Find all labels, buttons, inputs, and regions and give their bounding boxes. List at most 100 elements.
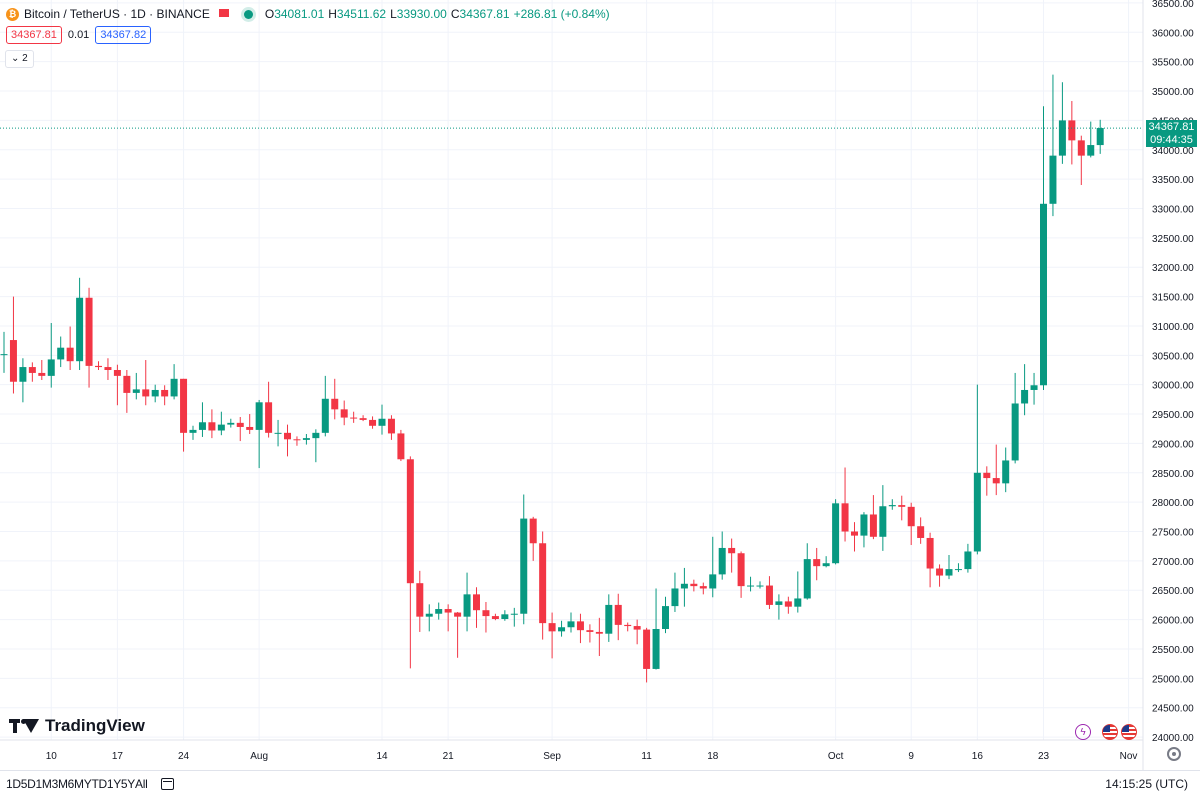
time-tick-label: Oct	[828, 751, 844, 762]
candle-body	[47, 359, 55, 376]
candle	[387, 415, 395, 440]
flash-icon[interactable]: ϟ	[1075, 724, 1091, 740]
candle-body	[104, 367, 112, 370]
candle-body	[548, 623, 556, 632]
price-tick-label: 36500.00	[1152, 0, 1194, 10]
range-button[interactable]: YTD	[83, 777, 107, 791]
candle-body	[208, 422, 216, 431]
range-button[interactable]: 5Y	[120, 777, 135, 791]
candle-body	[406, 459, 414, 584]
candle-body	[614, 604, 622, 625]
calendar-icon[interactable]	[161, 778, 175, 790]
gear-icon[interactable]	[1167, 747, 1181, 761]
candle	[359, 415, 367, 422]
range-button[interactable]: 1D	[6, 777, 21, 791]
candle-body	[756, 585, 764, 587]
candle-body	[0, 354, 8, 356]
price-tick-label: 33000.00	[1152, 204, 1194, 215]
candle-body	[95, 365, 102, 368]
candle-body	[387, 418, 395, 434]
range-button[interactable]: 1M	[35, 777, 52, 791]
open-value: 34081.01	[274, 7, 325, 21]
range-button[interactable]: 1Y	[106, 777, 121, 791]
candle	[151, 384, 159, 403]
symbol-legend[interactable]: ₿ Bitcoin / TetherUS · 1D · BINANCE O 340…	[6, 5, 610, 23]
candle	[539, 531, 547, 640]
candle	[189, 425, 197, 440]
candle-body	[643, 629, 651, 669]
candle	[66, 326, 74, 370]
candle-body	[605, 604, 613, 634]
flag-icon[interactable]	[218, 8, 229, 20]
us-flag-icon[interactable]	[1121, 724, 1137, 740]
symbol-title[interactable]: Bitcoin / TetherUS · 1D · BINANCE	[24, 7, 210, 21]
candle-body	[491, 616, 499, 620]
candle	[473, 587, 480, 628]
candle	[340, 400, 348, 426]
buy-button[interactable]: 34367.82	[95, 26, 152, 44]
candle-body	[662, 606, 669, 629]
price-axis[interactable]: 36500.0036000.0035500.0035000.0034500.00…	[1152, 0, 1194, 744]
range-button[interactable]: All	[135, 777, 148, 791]
candle-body	[898, 505, 906, 507]
range-button[interactable]: 3M	[51, 777, 68, 791]
candle	[860, 512, 868, 548]
change-value: +286.81 (+0.84%)	[513, 7, 610, 21]
last-price-value: 34367.81	[1148, 121, 1195, 133]
time-tick-label: Aug	[250, 751, 268, 762]
tradingview-logo[interactable]: TradingView	[9, 716, 145, 736]
candle-body	[255, 402, 263, 430]
candle	[19, 358, 27, 403]
candle	[406, 456, 414, 669]
candle	[312, 429, 320, 463]
tradingview-wordmark: TradingView	[45, 716, 145, 735]
candle-body	[1002, 460, 1010, 484]
candle	[728, 538, 736, 573]
candle-body	[170, 378, 178, 397]
candle-body	[860, 514, 868, 536]
time-tick-label: Nov	[1120, 751, 1138, 762]
candle-body	[132, 389, 140, 393]
sell-button[interactable]: 34367.81	[6, 26, 62, 44]
bottom-toolbar: 1D 5D 1M 3M 6M YTD 1Y 5Y All 14:15:25 (U…	[0, 770, 1200, 797]
candle	[208, 409, 216, 439]
candle-body	[350, 417, 358, 419]
candle	[964, 543, 972, 573]
candle-body	[274, 432, 282, 434]
range-buttons: 1D 5D 1M 3M 6M YTD 1Y 5Y All	[6, 777, 148, 791]
candle	[302, 434, 310, 445]
candle	[482, 601, 490, 633]
us-flag-icon[interactable]	[1102, 724, 1118, 740]
range-button[interactable]: 6M	[67, 777, 84, 791]
candle	[142, 360, 150, 406]
chevron-down-icon: ⌄	[11, 53, 20, 64]
candle-body	[1068, 120, 1076, 141]
candle	[936, 564, 944, 587]
price-tick-label: 35500.00	[1152, 58, 1194, 69]
candle-body	[38, 372, 46, 376]
candle	[765, 576, 773, 610]
candle	[709, 536, 717, 598]
candle-body	[284, 432, 291, 440]
time-tick-label: 17	[112, 751, 124, 762]
candle	[1002, 447, 1010, 493]
candle	[9, 296, 17, 394]
candle	[104, 358, 112, 380]
candle	[198, 402, 206, 437]
candle-body	[917, 526, 925, 538]
utc-clock[interactable]: 14:15:25 (UTC)	[1105, 777, 1188, 791]
price-tick-label: 34000.00	[1152, 146, 1194, 157]
candle	[1049, 74, 1057, 217]
candle	[595, 617, 603, 657]
candle-body	[142, 389, 150, 397]
candle-body	[775, 601, 783, 605]
time-axis[interactable]: 10 17 24 Aug 14 21 Sep 11 18 Oct 9 16 23 Nov	[46, 751, 1138, 762]
candle-body	[444, 609, 452, 613]
indicators-toggle[interactable]: ⌄ 2	[5, 50, 34, 68]
candles	[0, 74, 1104, 683]
spread-value: 0.01	[67, 29, 90, 41]
time-tick-label: 10	[46, 751, 58, 762]
candle-body	[1049, 155, 1057, 204]
range-button[interactable]: 5D	[20, 777, 36, 791]
